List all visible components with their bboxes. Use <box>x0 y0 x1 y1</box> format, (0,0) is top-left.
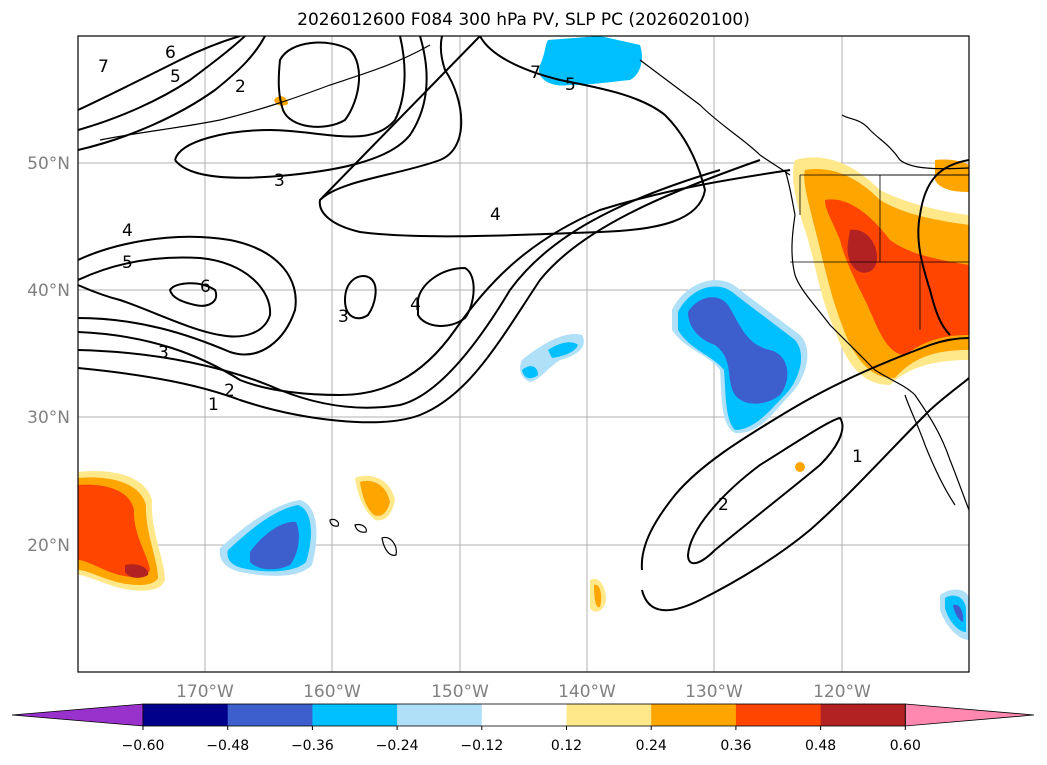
contour-label: 6 <box>165 43 176 63</box>
contour-1-east-b <box>641 377 969 612</box>
lon-label-120w: 120°W <box>813 682 871 702</box>
colorbar-frame <box>142 703 906 727</box>
contour-5-low <box>78 256 272 338</box>
lon-label-140w: 140°W <box>558 682 616 702</box>
contour-label: 1 <box>852 447 863 467</box>
contour-label: 4 <box>122 221 133 241</box>
contour-7-nw <box>78 36 241 111</box>
colorbar-segment <box>735 704 822 726</box>
contour-label: 5 <box>565 75 576 95</box>
contour-label: 4 <box>490 205 501 225</box>
lon-label-170w: 170°W <box>176 682 234 702</box>
colorbar-ticks: −0.60 −0.48 −0.36 −0.24 −0.12 0.12 0.24 0.36 0.4… <box>122 726 921 754</box>
contour-2-nw <box>277 41 361 128</box>
colorbar-segment <box>566 704 652 726</box>
lat-label-30n: 30°N <box>27 408 70 428</box>
contour-3-west <box>78 169 791 397</box>
contour-label: 3 <box>158 343 169 363</box>
lat-label-50n: 50°N <box>27 154 70 174</box>
aleutians <box>99 44 431 141</box>
colorbar-tick-label: −0.12 <box>460 738 503 754</box>
colorbar-segment <box>143 704 229 726</box>
pv-negative-regions <box>219 36 969 640</box>
colorbar-segment <box>397 704 483 726</box>
coastlines <box>99 44 969 556</box>
colorbar-segment <box>820 704 906 726</box>
lon-label-150w: 150°W <box>431 682 489 702</box>
contour-label: 6 <box>200 277 211 297</box>
canada-coast <box>841 114 969 170</box>
colorbar-segment <box>481 704 567 726</box>
map-area: 1 2 3 4 5 6 7 4 5 6 3 4 2 3 2 1 7 5 <box>78 36 969 672</box>
contour-label: 5 <box>122 253 133 273</box>
colorbar-extend-min <box>11 703 144 727</box>
colorbar-extend-max <box>904 703 1035 727</box>
hawaii-big-island <box>381 536 397 556</box>
contour-label: 3 <box>338 307 349 327</box>
contour-label: 2 <box>718 495 729 515</box>
pv-positive-west-pacific <box>78 96 805 612</box>
lat-label-40n: 40°N <box>27 281 70 301</box>
contour-east-edge <box>917 159 969 336</box>
contour-6-nw <box>78 36 246 131</box>
map-frame <box>77 35 970 673</box>
colorbar-tick-label: −0.36 <box>291 738 334 754</box>
lat-label-20n: 20°N <box>27 536 70 556</box>
contour-1-west <box>78 159 761 424</box>
colorbar-tick-label: 0.60 <box>890 738 921 754</box>
contour-label: 7 <box>530 63 541 83</box>
lon-label-130w: 130°W <box>685 682 743 702</box>
colorbar-tick-label: 0.36 <box>720 738 751 754</box>
colorbar-segment <box>312 704 398 726</box>
contour-label: 1 <box>208 395 219 415</box>
latitude-labels: 50°N 40°N 30°N 20°N <box>27 154 70 556</box>
contour-4-low <box>78 235 297 356</box>
colorbar-segment <box>651 704 737 726</box>
colorbar-tick-label: −0.60 <box>122 738 165 754</box>
contour-label: 5 <box>170 67 181 87</box>
baja <box>904 394 956 506</box>
contour-5-nw <box>78 36 266 151</box>
colorbar-tick-label: −0.48 <box>206 738 249 754</box>
colorbar: −0.60 −0.48 −0.36 −0.24 −0.12 0.12 0.24 0.36 0.4… <box>11 703 1035 754</box>
alaska-coast <box>639 59 791 176</box>
contour-6-low <box>168 282 218 307</box>
contour-4-small <box>417 266 475 327</box>
contour-2-east <box>686 416 844 565</box>
contour-4-north <box>318 36 707 238</box>
contour-label: 3 <box>274 171 285 191</box>
slp-contours <box>78 36 969 612</box>
contour-label: 7 <box>98 57 109 77</box>
contour-label: 2 <box>235 77 246 97</box>
colorbar-tick-label: 0.12 <box>551 738 582 754</box>
hawaii-oahu <box>354 523 367 533</box>
colorbar-tick-label: 0.24 <box>636 738 667 754</box>
pv-positive-west-us <box>793 157 969 385</box>
colorbar-segment <box>227 704 313 726</box>
chart-title: 2026012600 F084 300 hPa PV, SLP PC (2026… <box>297 10 750 30</box>
longitude-labels: 170°W 160°W 150°W 140°W 130°W 120°W <box>176 682 871 702</box>
colorbar-tick-label: −0.24 <box>376 738 419 754</box>
colorbar-tick-label: 0.48 <box>805 738 836 754</box>
contour-1-east <box>640 337 969 571</box>
west-coast <box>784 169 969 511</box>
colorbar-segments <box>11 703 1035 727</box>
contour-label: 4 <box>410 295 421 315</box>
contour-label: 2 <box>224 381 235 401</box>
contour-labels: 1 2 3 4 5 6 7 4 5 6 3 4 2 3 2 1 7 5 <box>98 43 863 515</box>
contour-3-small <box>343 275 377 320</box>
lon-label-160w: 160°W <box>303 682 361 702</box>
hawaii-kauai <box>329 518 340 527</box>
